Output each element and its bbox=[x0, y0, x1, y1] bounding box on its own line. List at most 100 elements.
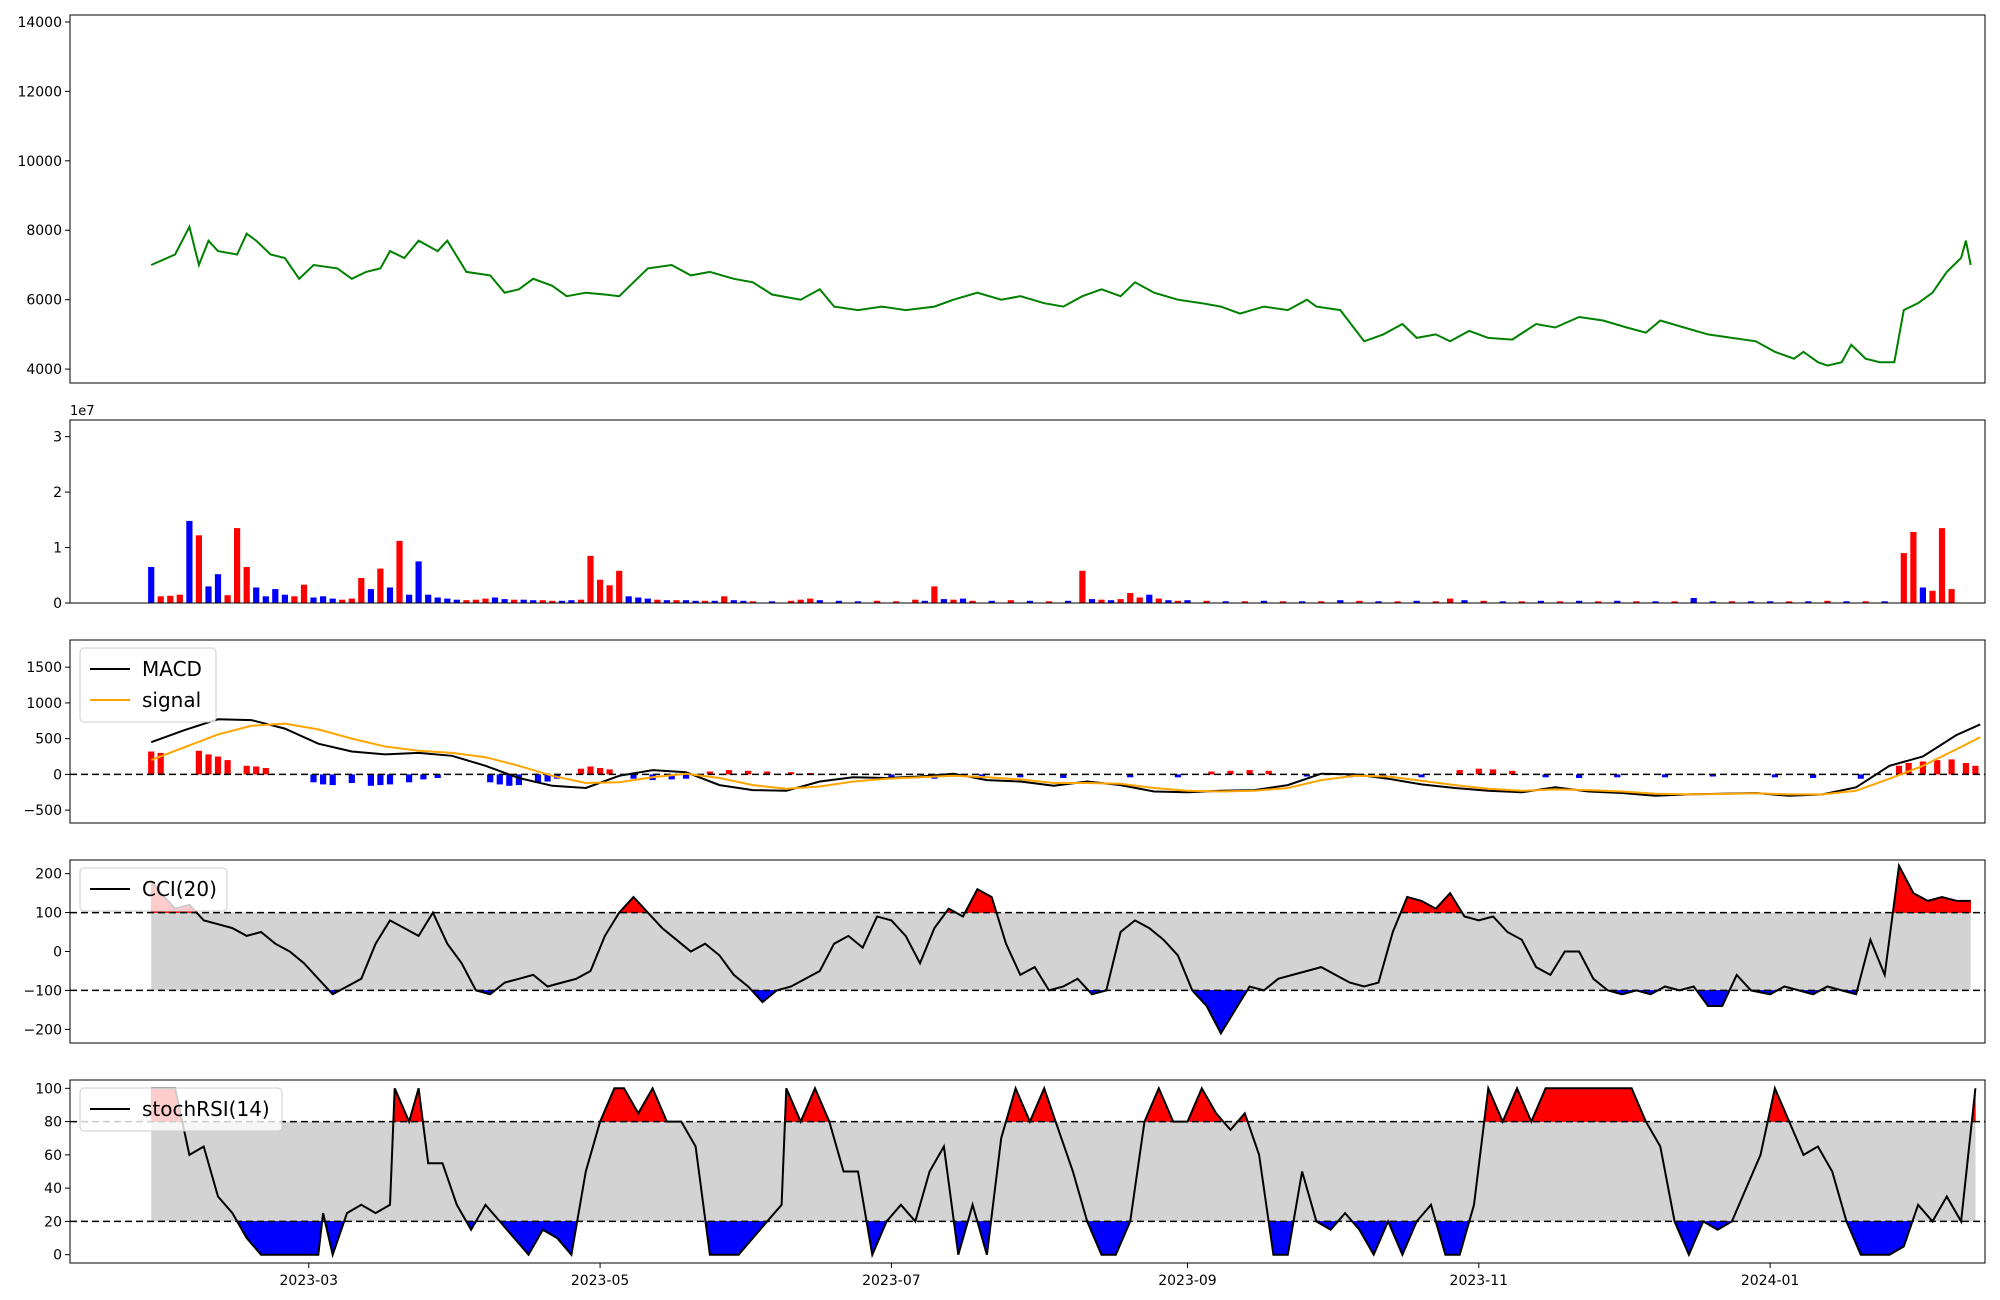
volume-bar bbox=[1499, 601, 1506, 603]
volume-bar bbox=[367, 589, 374, 603]
axes-frame bbox=[69, 1079, 1986, 1264]
volume-bar bbox=[597, 579, 604, 603]
volume-bar bbox=[1007, 600, 1014, 603]
macd-histogram-bar bbox=[1934, 760, 1941, 775]
volume-bar bbox=[969, 600, 976, 603]
y-tick-label: 80 bbox=[44, 1115, 62, 1131]
volume-bar bbox=[950, 599, 957, 603]
volume-bar bbox=[272, 589, 279, 603]
volume-bar bbox=[797, 599, 804, 603]
neutral-band bbox=[151, 912, 1971, 991]
y-tick-label: 12000 bbox=[17, 84, 62, 100]
macd-histogram-bar bbox=[544, 774, 551, 782]
volume-bar bbox=[1184, 600, 1191, 603]
macd-histogram-bar bbox=[1576, 774, 1583, 778]
volume-bar bbox=[663, 600, 670, 603]
volume-bar bbox=[520, 599, 527, 603]
volume-bar bbox=[1165, 600, 1172, 603]
y-tick-label: 60 bbox=[44, 1148, 62, 1164]
macd-histogram-bar bbox=[706, 771, 713, 775]
macd-histogram-bar bbox=[1857, 774, 1864, 779]
volume-bar bbox=[1079, 570, 1086, 603]
x-tick-label: 2024-01 bbox=[1741, 1273, 1800, 1289]
volume-bar bbox=[453, 599, 460, 603]
volume-bar bbox=[673, 600, 680, 603]
price-panel: 4000 6000 8000 10000 12000 14000 bbox=[17, 14, 1986, 384]
macd-histogram-bar bbox=[1060, 774, 1067, 778]
macd-histogram-bar bbox=[1208, 771, 1215, 775]
legend-label-line: CCI(20) bbox=[142, 877, 217, 901]
volume-bar bbox=[253, 587, 260, 603]
volume-bar bbox=[625, 596, 632, 603]
macd-histogram-bar bbox=[1905, 763, 1912, 775]
volume-bar bbox=[281, 594, 288, 603]
volume-bar bbox=[186, 520, 193, 603]
volume-bar bbox=[1098, 599, 1105, 603]
y-tick-label: 2 bbox=[53, 485, 62, 501]
volume-bar bbox=[1671, 601, 1678, 603]
volume-bar bbox=[1881, 601, 1888, 603]
volume-bar bbox=[1432, 601, 1439, 603]
volume-bar bbox=[1576, 600, 1583, 603]
volume-bar bbox=[1026, 600, 1033, 603]
macd-histogram-bar bbox=[1771, 774, 1778, 778]
volume-bar bbox=[444, 598, 451, 603]
volume-bar bbox=[386, 587, 394, 603]
macd-histogram-bar bbox=[630, 774, 637, 779]
macd-histogram-bar bbox=[1490, 769, 1497, 775]
volume-bar bbox=[1938, 528, 1946, 603]
volume-bar bbox=[912, 599, 919, 603]
volume-bar bbox=[1241, 601, 1248, 603]
volume-bar bbox=[491, 597, 499, 603]
y-tick-label: 14000 bbox=[17, 15, 62, 31]
y-tick-label: 40 bbox=[44, 1181, 62, 1197]
macd-histogram-bar bbox=[1246, 770, 1253, 775]
macd-histogram-bar bbox=[668, 774, 675, 780]
volume-bar bbox=[1728, 601, 1735, 603]
volume-bar bbox=[1929, 590, 1936, 603]
macd-histogram-bar bbox=[157, 752, 164, 775]
macd-histogram-bar bbox=[253, 766, 260, 775]
macd-histogram-bar bbox=[606, 769, 613, 775]
volume-bar bbox=[300, 584, 308, 603]
y-tick-label: 100 bbox=[35, 906, 62, 922]
volume-bar bbox=[1556, 601, 1564, 603]
macd-histogram-bar bbox=[262, 768, 269, 775]
legend-label-signal: signal bbox=[142, 688, 201, 712]
volume-bar bbox=[1537, 600, 1544, 603]
macd-histogram-bar bbox=[764, 771, 771, 775]
x-tick-label: 2023-07 bbox=[862, 1273, 921, 1289]
volume-bar bbox=[1652, 601, 1659, 603]
volume-bar bbox=[501, 599, 508, 603]
volume-bar bbox=[1461, 600, 1468, 603]
volume-bar bbox=[1375, 601, 1382, 603]
volume-bar bbox=[854, 601, 862, 603]
volume-bar bbox=[1862, 601, 1869, 603]
y-tick-label: 0 bbox=[53, 1248, 62, 1264]
volume-bar bbox=[415, 561, 422, 603]
volume-bar bbox=[377, 568, 384, 603]
volume-bar bbox=[1337, 600, 1344, 603]
volume-bar bbox=[1910, 532, 1917, 603]
volume-bar bbox=[1900, 553, 1907, 603]
signal-line bbox=[150, 722, 1981, 796]
volume-bar bbox=[358, 578, 365, 603]
y-tick-label: 0 bbox=[53, 596, 62, 612]
volume-bar bbox=[1595, 601, 1602, 603]
macd-histogram-bar bbox=[329, 774, 336, 786]
macd-histogram-bar bbox=[1456, 770, 1463, 775]
macd-histogram-bar bbox=[1418, 774, 1425, 778]
volume-bar bbox=[406, 594, 413, 603]
y-tick-label: 10000 bbox=[17, 154, 62, 170]
legend-box bbox=[79, 867, 228, 912]
volume-bar bbox=[1203, 600, 1210, 603]
macd-histogram-bar bbox=[496, 774, 503, 785]
volume-bar bbox=[702, 600, 709, 603]
macd-histogram-bar bbox=[320, 774, 327, 785]
price-line bbox=[150, 223, 1972, 367]
volume-bar bbox=[1633, 601, 1640, 603]
volume-bar bbox=[205, 586, 212, 603]
volume-bar bbox=[644, 598, 651, 603]
y-tick-label: 1 bbox=[53, 541, 62, 557]
